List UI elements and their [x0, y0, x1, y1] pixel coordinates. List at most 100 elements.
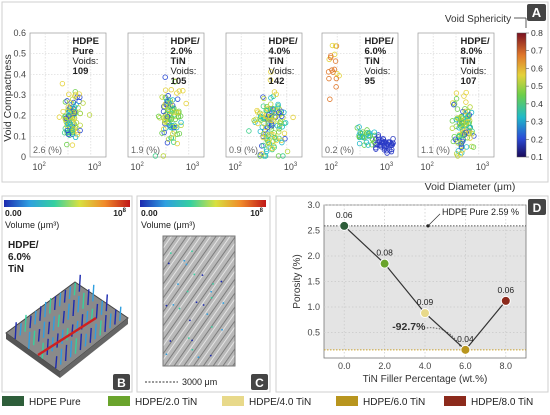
void-dot	[221, 328, 223, 331]
void-point	[454, 115, 461, 121]
porosity-reduction-band	[324, 225, 526, 350]
void-point	[458, 141, 465, 147]
panel-a-y-tick: 0.3	[13, 90, 26, 100]
y-tick-label: 1.0	[307, 302, 320, 312]
void-point	[64, 127, 71, 134]
specimen-slice-voids	[165, 250, 225, 359]
void-strand	[37, 329, 41, 342]
void-strand	[67, 303, 70, 320]
panel-a-x-tick: 103	[380, 162, 394, 172]
panel-d-letter-badge	[528, 199, 546, 215]
void-point	[62, 116, 69, 123]
subplot-porosity: 0.9 (%)	[229, 145, 258, 155]
void-point	[332, 43, 339, 49]
colorbar-tick-label: 0.6	[531, 63, 543, 73]
legend-swatch	[108, 396, 130, 406]
void-point	[271, 118, 277, 125]
void-point	[463, 120, 470, 126]
void-point	[159, 94, 165, 100]
void-dot	[210, 325, 213, 328]
porosity-chart: 0.5 1.0 1.5 2.0 2.5 3.0 0.0 2.0 4.0 6.0 8.0 HDPE Pu…	[292, 200, 527, 385]
subplot-voids-count: 109	[73, 66, 89, 77]
void-point	[365, 132, 372, 139]
void-point	[77, 94, 83, 100]
panel-a-x-tick: 102	[228, 162, 242, 172]
void-point	[456, 133, 463, 139]
panel-c-letter: C	[255, 376, 264, 390]
void-point	[268, 95, 274, 101]
panel-a-x-tick: 103	[476, 162, 490, 172]
void-point	[63, 115, 69, 121]
panel-a-x-tick: 102	[324, 162, 338, 172]
void-point	[451, 101, 458, 107]
void-strand	[61, 329, 64, 345]
void-point	[269, 122, 275, 129]
porosity-data-label: 0.08	[376, 248, 393, 258]
panel-a-y-tick: 0.4	[13, 69, 26, 79]
subplot-porosity: 1.9 (%)	[131, 145, 160, 155]
panel-c-letter-badge	[251, 374, 268, 390]
void-dot	[210, 290, 213, 293]
panel-b-ct-volume-render	[5, 274, 129, 378]
void-point	[452, 136, 459, 142]
void-point	[453, 151, 460, 157]
void-strand	[19, 323, 22, 336]
x-tick-label: 4.0	[419, 361, 432, 371]
panel-c-volume-colorbar	[140, 200, 266, 207]
sphericity-colorbar	[516, 32, 527, 158]
void-strand	[47, 321, 51, 335]
void-point	[278, 137, 285, 143]
void-point	[162, 74, 168, 80]
void-strand	[63, 289, 67, 303]
void-dot	[195, 301, 198, 304]
panel-b-letter: B	[117, 376, 126, 390]
void-strand	[78, 274, 81, 292]
void-point	[65, 104, 71, 110]
panel-d-letter: D	[533, 201, 542, 215]
void-point	[183, 100, 189, 107]
panel-b: 0.00 108 Volume (μm³) HDPE/ 6.0% TiN B	[1, 195, 133, 393]
void-point	[375, 136, 382, 143]
void-point	[170, 123, 176, 130]
void-strand	[99, 320, 102, 336]
void-point	[254, 107, 260, 114]
reduction-annotation: -92.7%	[392, 321, 426, 333]
void-strand	[105, 294, 108, 312]
void-point	[280, 114, 286, 121]
void-point	[263, 124, 269, 130]
void-point	[166, 99, 172, 105]
void-point	[165, 93, 171, 99]
void-point	[465, 113, 471, 120]
void-point	[279, 113, 285, 120]
void-point	[330, 69, 336, 75]
void-point	[260, 134, 266, 141]
void-strand	[94, 323, 97, 340]
void-point	[174, 140, 180, 147]
legend-label: HDPE/6.0 TiN	[363, 397, 425, 408]
void-dot	[189, 319, 191, 322]
void-point	[75, 105, 81, 111]
legend: HDPE Pure HDPE/2.0 TiN HDPE/4.0 TiN HDPE/6.…	[2, 396, 533, 408]
void-point	[461, 93, 467, 99]
specimen-voids	[14, 274, 122, 369]
panel-c-colorbar-min: 0.00	[141, 208, 158, 218]
void-strand	[66, 328, 69, 341]
void-strand	[92, 284, 95, 302]
void-point	[453, 116, 459, 123]
subplot-title-line: TiN	[365, 56, 380, 67]
legend-item: HDPE/4.0 TiN	[222, 396, 311, 408]
void-dot	[178, 307, 181, 310]
panel-a-letter: A	[532, 5, 542, 20]
void-point	[170, 106, 176, 113]
reference-line-label: HDPE Pure 2.59 %	[442, 207, 519, 217]
void-point	[267, 77, 274, 83]
void-dot	[202, 304, 205, 306]
specimen-block-side	[6, 333, 60, 378]
void-point	[265, 139, 271, 145]
specimen-block-front	[60, 318, 128, 378]
void-point	[261, 95, 267, 102]
subplot-title-line: 6.0%	[365, 46, 387, 57]
y-axis-label: Porosity (%)	[292, 254, 303, 308]
